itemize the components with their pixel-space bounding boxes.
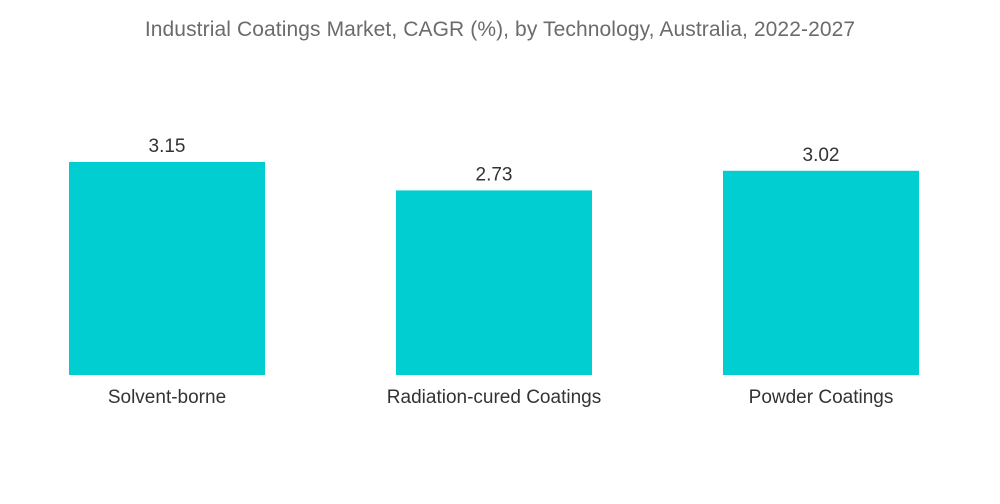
data-label-2: 2.73 [476, 164, 513, 185]
bars-layer [69, 162, 919, 375]
data-label-1: 3.15 [149, 136, 186, 157]
x-tick-label-3: Powder Coatings [749, 387, 894, 408]
labels-layer: 3.15 Solvent-borne 2.73 Radiation-cured Coa… [108, 136, 894, 408]
x-tick-label-1: Solvent-borne [108, 387, 226, 408]
bar-2 [396, 190, 592, 375]
x-tick-label-2: Radiation-cured Coatings [387, 387, 601, 408]
bar-1 [69, 162, 265, 375]
bar-3 [723, 170, 919, 375]
data-label-3: 3.02 [803, 145, 840, 166]
chart-title: Industrial Coatings Market, CAGR (%), by… [144, 18, 856, 41]
